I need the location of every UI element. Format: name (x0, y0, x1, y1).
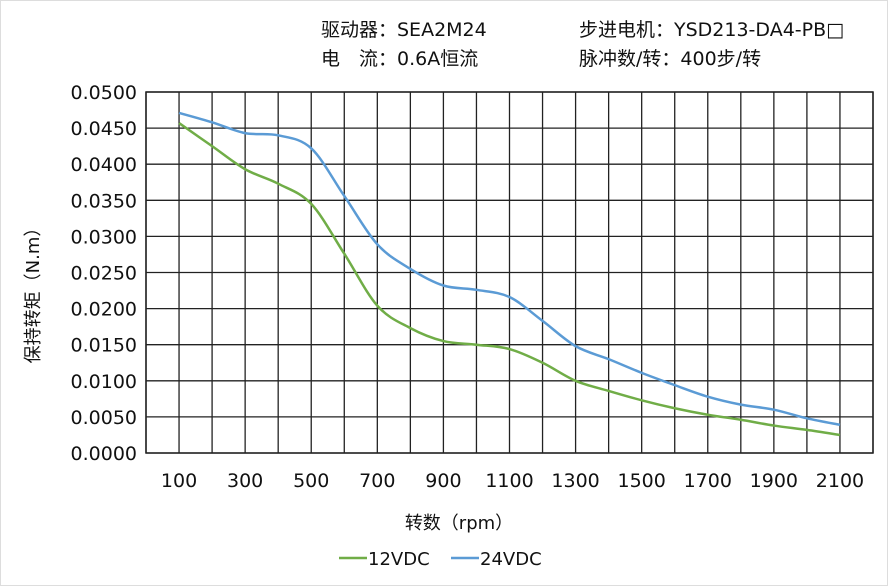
series-line-12VDC (178, 122, 841, 437)
y-tick-label: 0.0300 (71, 226, 137, 248)
y-tick-label: 0.0350 (71, 190, 137, 212)
x-tick-label: 300 (227, 470, 263, 492)
legend-label-12VDC: 12VDC (368, 549, 430, 570)
y-tick-label: 0.0250 (71, 263, 137, 285)
x-tick-label: 1100 (485, 470, 533, 492)
x-tick-label: 1700 (684, 470, 732, 492)
y-tick-label: 0.0400 (71, 154, 137, 176)
x-tick-label: 500 (293, 470, 329, 492)
y-tick-label: 0.0100 (71, 371, 137, 393)
y-tick-label: 0.0050 (71, 407, 137, 429)
motor-label: 步进电机：YSD213-DA4-PB□ (579, 19, 845, 41)
series-line-24VDC (178, 111, 841, 427)
x-axis-label: 转数（rpm） (405, 513, 513, 534)
y-tick-label: 0.0150 (71, 335, 137, 357)
y-tick-label: 0.0200 (71, 299, 137, 321)
y-tick-label: 0.0000 (71, 443, 137, 465)
x-tick-label: 100 (161, 470, 197, 492)
legend-label-24VDC: 24VDC (480, 549, 542, 570)
plot-border (145, 91, 874, 454)
y-tick-label: 0.0500 (71, 82, 137, 104)
x-tick-label: 700 (359, 470, 395, 492)
x-tick-label: 1900 (750, 470, 798, 492)
driver-label: 驱动器：SEA2M24 (321, 19, 487, 41)
x-tick-label: 1500 (618, 470, 666, 492)
pulses-label: 脉冲数/转：400步/转 (579, 48, 762, 70)
current-label: 电 流：0.6A恒流 (321, 48, 479, 70)
x-tick-label: 2100 (816, 470, 864, 492)
x-tick-label: 900 (425, 470, 461, 492)
y-axis-label: 保持转矩（N.m） (23, 219, 44, 364)
x-tick-label: 1300 (551, 470, 599, 492)
y-tick-label: 0.0450 (71, 118, 137, 140)
